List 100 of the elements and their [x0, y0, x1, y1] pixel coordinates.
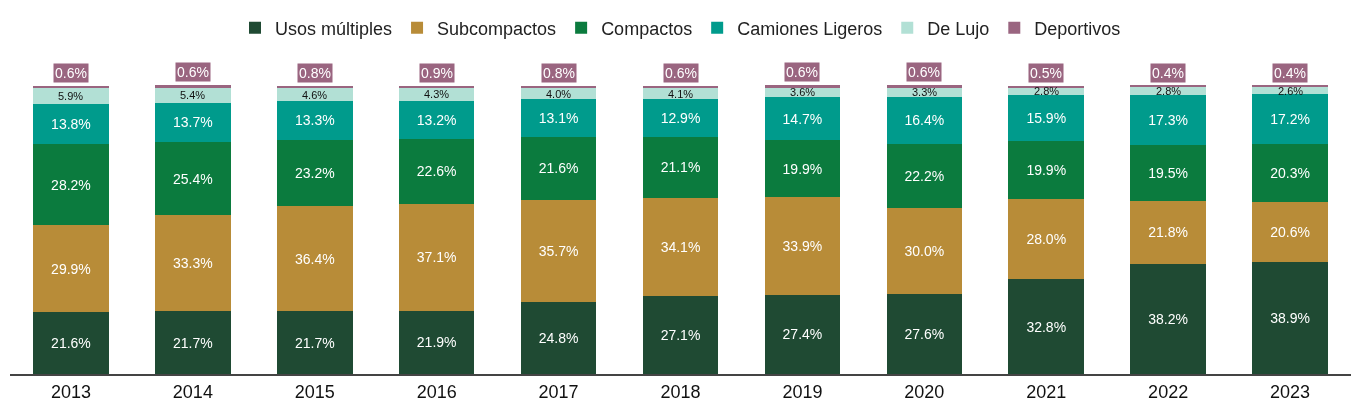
data-label: 0.8%	[299, 65, 331, 81]
data-label: 13.3%	[294, 112, 335, 129]
data-label: 28.2%	[51, 176, 91, 193]
bar	[886, 294, 963, 374]
data-label: 19.9%	[1026, 161, 1067, 178]
data-label: 0.6%	[55, 65, 87, 81]
data-label: 5.4%	[180, 89, 206, 101]
data-label: 13.2%	[416, 111, 457, 128]
data-label: 3.6%	[790, 86, 816, 98]
bar	[1252, 143, 1328, 203]
x-tick-label: 2021	[1026, 381, 1067, 402]
data-label: 21.1%	[660, 159, 701, 176]
bar	[33, 144, 109, 226]
bar	[398, 88, 475, 101]
data-label: 0.9%	[421, 65, 453, 81]
bar	[1130, 94, 1206, 145]
bar	[764, 97, 841, 140]
bar	[155, 311, 231, 374]
bar	[398, 203, 475, 311]
legend-label: Compactos	[601, 18, 693, 39]
data-label: 33.9%	[782, 238, 823, 255]
bar	[764, 294, 841, 374]
data-label: 13.7%	[173, 114, 213, 131]
data-label: 12.9%	[660, 110, 701, 127]
bar	[1008, 198, 1085, 280]
bar	[276, 139, 353, 207]
data-label: 16.4%	[904, 112, 945, 129]
data-label: 29.9%	[51, 260, 91, 277]
bar	[155, 142, 231, 216]
bar	[155, 102, 231, 143]
data-label: 27.6%	[904, 326, 945, 343]
data-label: 20.6%	[1270, 224, 1310, 241]
bar	[520, 99, 597, 138]
bar	[1252, 202, 1328, 262]
data-label: 13.8%	[51, 116, 91, 133]
data-label: 38.9%	[1270, 309, 1310, 326]
bar	[886, 143, 963, 208]
bar	[886, 96, 963, 144]
data-label: 23.2%	[294, 164, 335, 181]
data-label: 2.6%	[1278, 85, 1304, 97]
bar	[276, 206, 353, 312]
bar	[33, 311, 109, 374]
data-label: 21.6%	[51, 334, 91, 351]
legend-label: De Lujo	[927, 18, 990, 39]
bar	[520, 302, 597, 374]
data-label: 0.6%	[665, 65, 697, 81]
bar	[886, 85, 963, 88]
bar	[276, 101, 353, 140]
data-label: 24.8%	[538, 330, 579, 347]
data-label: 21.6%	[538, 160, 579, 177]
data-label: 15.9%	[1026, 110, 1067, 127]
data-label: 0.4%	[1152, 65, 1184, 81]
data-label: 21.7%	[173, 334, 213, 351]
data-label: 14.7%	[782, 110, 823, 127]
bar	[1130, 263, 1206, 374]
bar	[398, 138, 475, 204]
bar	[642, 99, 719, 137]
data-label: 27.1%	[660, 326, 701, 343]
bar	[1252, 261, 1328, 374]
data-label: 5.9%	[58, 90, 84, 102]
data-label: 20.3%	[1270, 165, 1310, 182]
data-label: 17.2%	[1270, 111, 1310, 128]
data-label: 25.4%	[173, 170, 213, 187]
x-tick-label: 2013	[50, 381, 91, 402]
data-label: 33.3%	[173, 255, 213, 272]
x-tick-label: 2020	[904, 381, 945, 402]
bar	[1008, 279, 1085, 374]
x-tick-label: 2017	[538, 381, 579, 402]
bar	[1130, 200, 1206, 264]
data-label: 2.8%	[1034, 85, 1060, 97]
data-label: 22.6%	[416, 163, 457, 180]
data-label: 0.6%	[177, 64, 209, 80]
bar	[33, 225, 109, 312]
bar	[276, 311, 353, 374]
data-label: 17.3%	[1148, 111, 1188, 128]
data-label: 21.9%	[416, 334, 457, 351]
legend-label: Deportivos	[1034, 18, 1121, 39]
bar	[520, 137, 597, 200]
data-label: 0.4%	[1274, 65, 1306, 81]
data-label: 22.2%	[904, 167, 945, 184]
data-label: 38.2%	[1148, 310, 1188, 327]
bar	[155, 215, 231, 312]
bar	[764, 85, 841, 88]
data-label: 4.0%	[546, 88, 572, 100]
data-label: 32.8%	[1026, 318, 1067, 335]
data-label: 21.8%	[1148, 224, 1188, 241]
bar	[398, 310, 475, 374]
data-label: 4.3%	[424, 88, 450, 100]
data-label: 36.4%	[294, 250, 335, 267]
data-label: 2.8%	[1156, 85, 1182, 97]
data-label: 19.5%	[1148, 164, 1188, 181]
bar	[398, 100, 475, 139]
x-tick-label: 2019	[782, 381, 823, 402]
x-tick-label: 2023	[1270, 381, 1311, 402]
data-label: 21.7%	[294, 334, 335, 351]
bar	[642, 295, 719, 374]
data-label: 0.8%	[543, 65, 575, 81]
bar	[1008, 141, 1085, 199]
x-tick-label: 2022	[1148, 381, 1189, 402]
data-label: 4.1%	[668, 88, 694, 100]
